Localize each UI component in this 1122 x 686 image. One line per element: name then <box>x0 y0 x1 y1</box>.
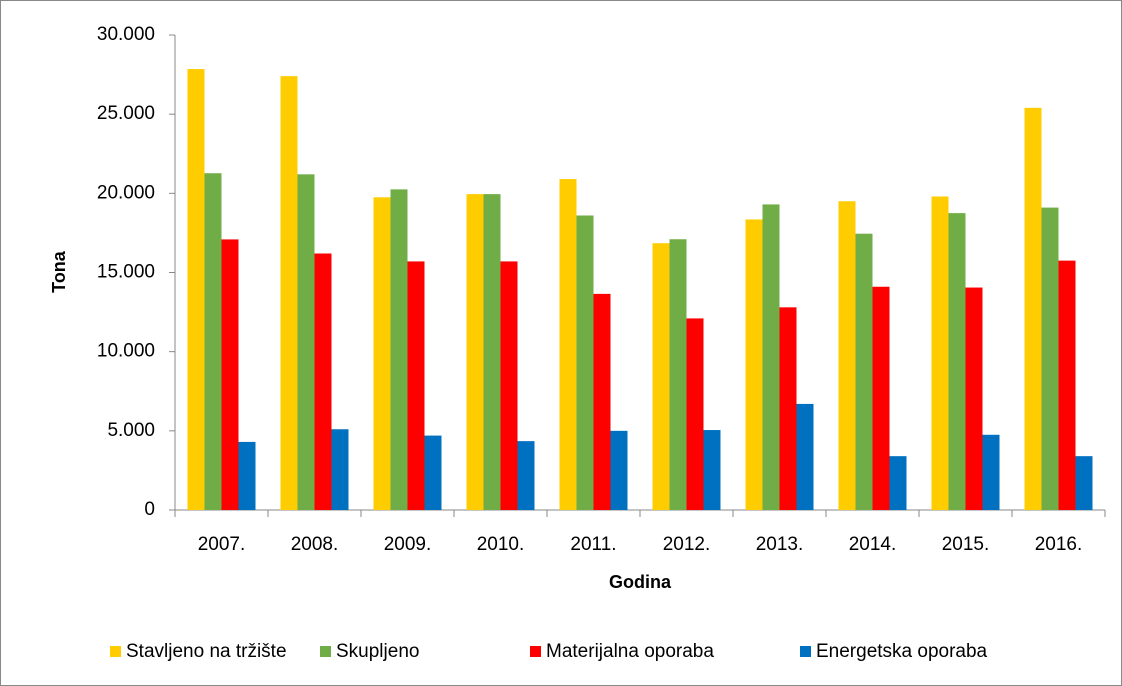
bar <box>221 239 239 511</box>
bar <box>517 441 535 510</box>
bar <box>669 239 687 510</box>
bar <box>872 286 890 510</box>
x-tick-label: 2011. <box>570 534 616 555</box>
bar <box>610 430 628 510</box>
bar <box>889 456 907 510</box>
y-tick-label: 0 <box>144 499 155 520</box>
bar <box>314 253 332 510</box>
bar <box>576 215 594 510</box>
x-tick-label: 2007. <box>198 534 246 555</box>
bar <box>204 173 222 510</box>
bar <box>1024 107 1042 510</box>
bar <box>331 429 349 510</box>
y-tick-label: 15.000 <box>97 262 155 283</box>
x-tick-label: 2014. <box>849 534 897 555</box>
legend-swatch <box>530 646 541 657</box>
bar <box>390 189 408 510</box>
bar <box>407 261 425 510</box>
bar <box>373 197 391 510</box>
bar <box>1075 456 1093 510</box>
bar <box>796 403 814 510</box>
x-tick-label: 2008. <box>291 534 339 555</box>
y-tick-label: 20.000 <box>97 182 155 203</box>
y-tick-label: 5.000 <box>107 420 155 441</box>
x-tick-label: 2015. <box>942 534 990 555</box>
x-tick-label: 2016. <box>1035 534 1083 555</box>
bar <box>965 287 983 510</box>
bar <box>297 174 315 511</box>
bar <box>762 204 780 510</box>
legend-label: Materijalna oporaba <box>546 641 714 662</box>
bar <box>948 213 966 510</box>
bar <box>686 318 704 510</box>
bar <box>483 194 501 510</box>
bar <box>1058 260 1076 510</box>
bar <box>466 194 484 510</box>
x-tick-label: 2013. <box>756 534 804 555</box>
bar <box>1041 207 1059 511</box>
x-tick-label: 2009. <box>384 534 432 555</box>
bar <box>187 69 205 511</box>
bar <box>559 179 577 511</box>
legend-label: Stavljeno na tržište <box>126 641 287 662</box>
x-tick-label: 2010. <box>477 534 525 555</box>
bar <box>424 435 442 510</box>
legend-label: Skupljeno <box>336 641 419 662</box>
x-axis-label: Godina <box>609 572 672 592</box>
legend-label: Energetska oporaba <box>816 641 988 662</box>
bar <box>703 430 721 510</box>
legend-swatch <box>320 646 331 657</box>
bar <box>855 233 873 511</box>
x-tick-label: 2012. <box>663 534 711 555</box>
bar <box>652 243 670 511</box>
legend-swatch <box>110 646 121 657</box>
y-axis-label: Tona <box>49 250 69 293</box>
bar <box>838 201 856 510</box>
bar <box>238 441 256 510</box>
bar <box>280 76 298 511</box>
bar <box>982 434 1000 510</box>
bar <box>931 196 949 510</box>
y-tick-label: 10.000 <box>97 341 155 362</box>
bar <box>745 219 763 511</box>
y-tick-label: 25.000 <box>97 103 155 124</box>
y-tick-label: 30.000 <box>97 24 155 45</box>
bar <box>500 261 518 510</box>
bar <box>593 293 611 510</box>
legend-swatch <box>800 646 811 657</box>
bar <box>779 307 797 510</box>
